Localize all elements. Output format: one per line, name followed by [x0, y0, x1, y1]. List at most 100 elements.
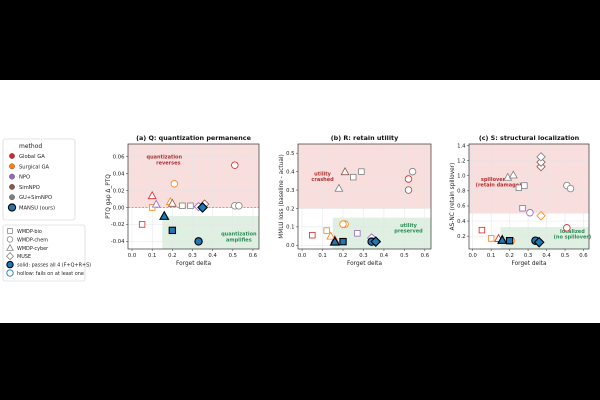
- data-point: [563, 224, 571, 232]
- method-legend-label: SimNPO: [19, 185, 40, 191]
- region-lower: [500, 227, 589, 249]
- y-tick-label: 0.4: [457, 219, 466, 225]
- data-point: [358, 168, 365, 175]
- region-annotation: localized: [560, 229, 585, 235]
- chart-panel-2: 0.0 0.1 0.2 0.3 0.4 0.5 0.6 0.0 0.1 0.2 0.3 0.4 0.5 u…: [279, 134, 432, 267]
- marker-legend: WMDP-bio WMDP-chem WMDP-cyber MUSE solid: pa…: [2, 224, 91, 282]
- marker-legend-solid: [6, 260, 14, 269]
- x-tick-label: 0.6: [249, 253, 258, 259]
- data-point: [179, 202, 186, 210]
- data-point: [339, 220, 347, 228]
- y-axis-label: MMLU loss (baseline - actual): [279, 154, 285, 239]
- x-tick-label: 0.5: [229, 253, 237, 259]
- chart-title: (b) R: retain utility: [331, 134, 399, 142]
- marker-legend-hollow: [6, 269, 14, 277]
- x-tick-label: 0.4: [380, 253, 389, 259]
- y-tick-label: 0.8: [457, 189, 466, 195]
- data-point: [408, 167, 417, 176]
- region-lower: [332, 217, 431, 249]
- x-tick-label: 0.3: [524, 253, 532, 259]
- data-point: [167, 198, 177, 207]
- x-tick-label: 0.0: [468, 253, 477, 259]
- data-point: [478, 226, 486, 234]
- data-point: [536, 152, 546, 162]
- method-legend-marker: [9, 183, 15, 190]
- y-axis-label: PTQ gap Δ_PTQ: [106, 174, 112, 219]
- y-tick-label: 0.04: [113, 171, 125, 177]
- data-point: [147, 191, 157, 200]
- y-tick-label: 0.3: [286, 188, 294, 194]
- y-tick-label: 0.2: [457, 234, 465, 240]
- method-legend-label: MANSU (ours): [19, 206, 55, 212]
- data-point: [194, 237, 203, 246]
- region-annotation: amplifies: [226, 237, 252, 243]
- method-legend-label: Global GA: [19, 154, 45, 160]
- data-point: [340, 167, 350, 176]
- marker-legend-frame: [2, 224, 86, 282]
- data-point: [168, 226, 177, 235]
- data-point: [370, 236, 382, 248]
- marker-legend-label: WMDP-chem: [17, 237, 48, 243]
- data-point: [323, 227, 330, 234]
- data-point: [235, 202, 243, 210]
- method-legend-label: Surgical GA: [19, 164, 49, 170]
- marker-legend-label: WMDP-cyber: [17, 246, 49, 252]
- y-tick-label: 0.2: [286, 206, 294, 212]
- data-point: [339, 237, 347, 246]
- x-tick-label: 0.3: [359, 253, 367, 259]
- x-axis-label: Forget delta: [347, 261, 382, 267]
- x-tick-label: 0.4: [208, 253, 217, 259]
- x-tick-label: 0.0: [298, 253, 307, 259]
- y-tick-label: -0.02: [111, 222, 125, 228]
- method-legend-marker: [9, 194, 15, 201]
- y-tick-label: -0.04: [111, 239, 125, 245]
- marker-legend-label: WMDP-bio: [17, 229, 42, 235]
- data-point: [487, 235, 495, 242]
- data-point: [231, 161, 239, 169]
- marker-legend-square: [7, 228, 13, 234]
- method-legend-frame: [2, 138, 76, 221]
- region-annotation: crashed: [311, 177, 334, 183]
- x-tick-label: 0.2: [339, 253, 347, 259]
- method-legend-marker: [9, 163, 15, 170]
- x-tick-label: 0.0: [128, 253, 137, 259]
- region-annotation: reverses: [156, 160, 180, 166]
- x-tick-label: 0.1: [148, 253, 156, 259]
- region-upper: [469, 144, 589, 214]
- region-annotation: utility: [400, 223, 417, 229]
- y-axis-label: AS-NC (retain spillover): [450, 163, 456, 231]
- data-point: [503, 172, 513, 181]
- data-point: [138, 221, 146, 228]
- y-tick-label: 0.4: [286, 169, 295, 175]
- region-annotation: quantization: [146, 154, 182, 160]
- x-tick-label: 0.6: [421, 253, 430, 259]
- x-tick-label: 0.4: [542, 253, 551, 259]
- data-point: [151, 199, 161, 208]
- region-lower: [162, 215, 259, 249]
- data-point: [526, 209, 534, 217]
- x-tick-label: 0.2: [505, 253, 513, 259]
- data-point: [508, 170, 518, 179]
- y-tick-label: 0.06: [113, 155, 125, 161]
- x-tick-label: 0.1: [318, 253, 326, 259]
- data-point: [404, 175, 413, 183]
- marker-legend-diamond: [5, 252, 15, 261]
- x-axis-label: Forget delta: [176, 261, 211, 267]
- plot-frame: [127, 143, 260, 250]
- data-point: [159, 210, 170, 220]
- x-tick-label: 0.3: [188, 253, 196, 259]
- data-point: [326, 231, 336, 240]
- marker-legend-triangle: [6, 243, 14, 251]
- data-point: [187, 202, 194, 210]
- chart-title: (c) S: structural localization: [479, 134, 580, 142]
- region-annotation: (retain damage): [476, 182, 522, 188]
- data-point: [334, 183, 344, 192]
- data-point: [404, 186, 413, 194]
- marker-legend-label: solid: passes all 4 (F+Q+R+S): [17, 263, 91, 269]
- region-annotation: spillover: [481, 177, 506, 183]
- y-tick-label: 0.1: [286, 225, 294, 231]
- data-point: [519, 205, 526, 212]
- x-tick-label: 0.1: [487, 253, 495, 259]
- data-point: [521, 182, 528, 189]
